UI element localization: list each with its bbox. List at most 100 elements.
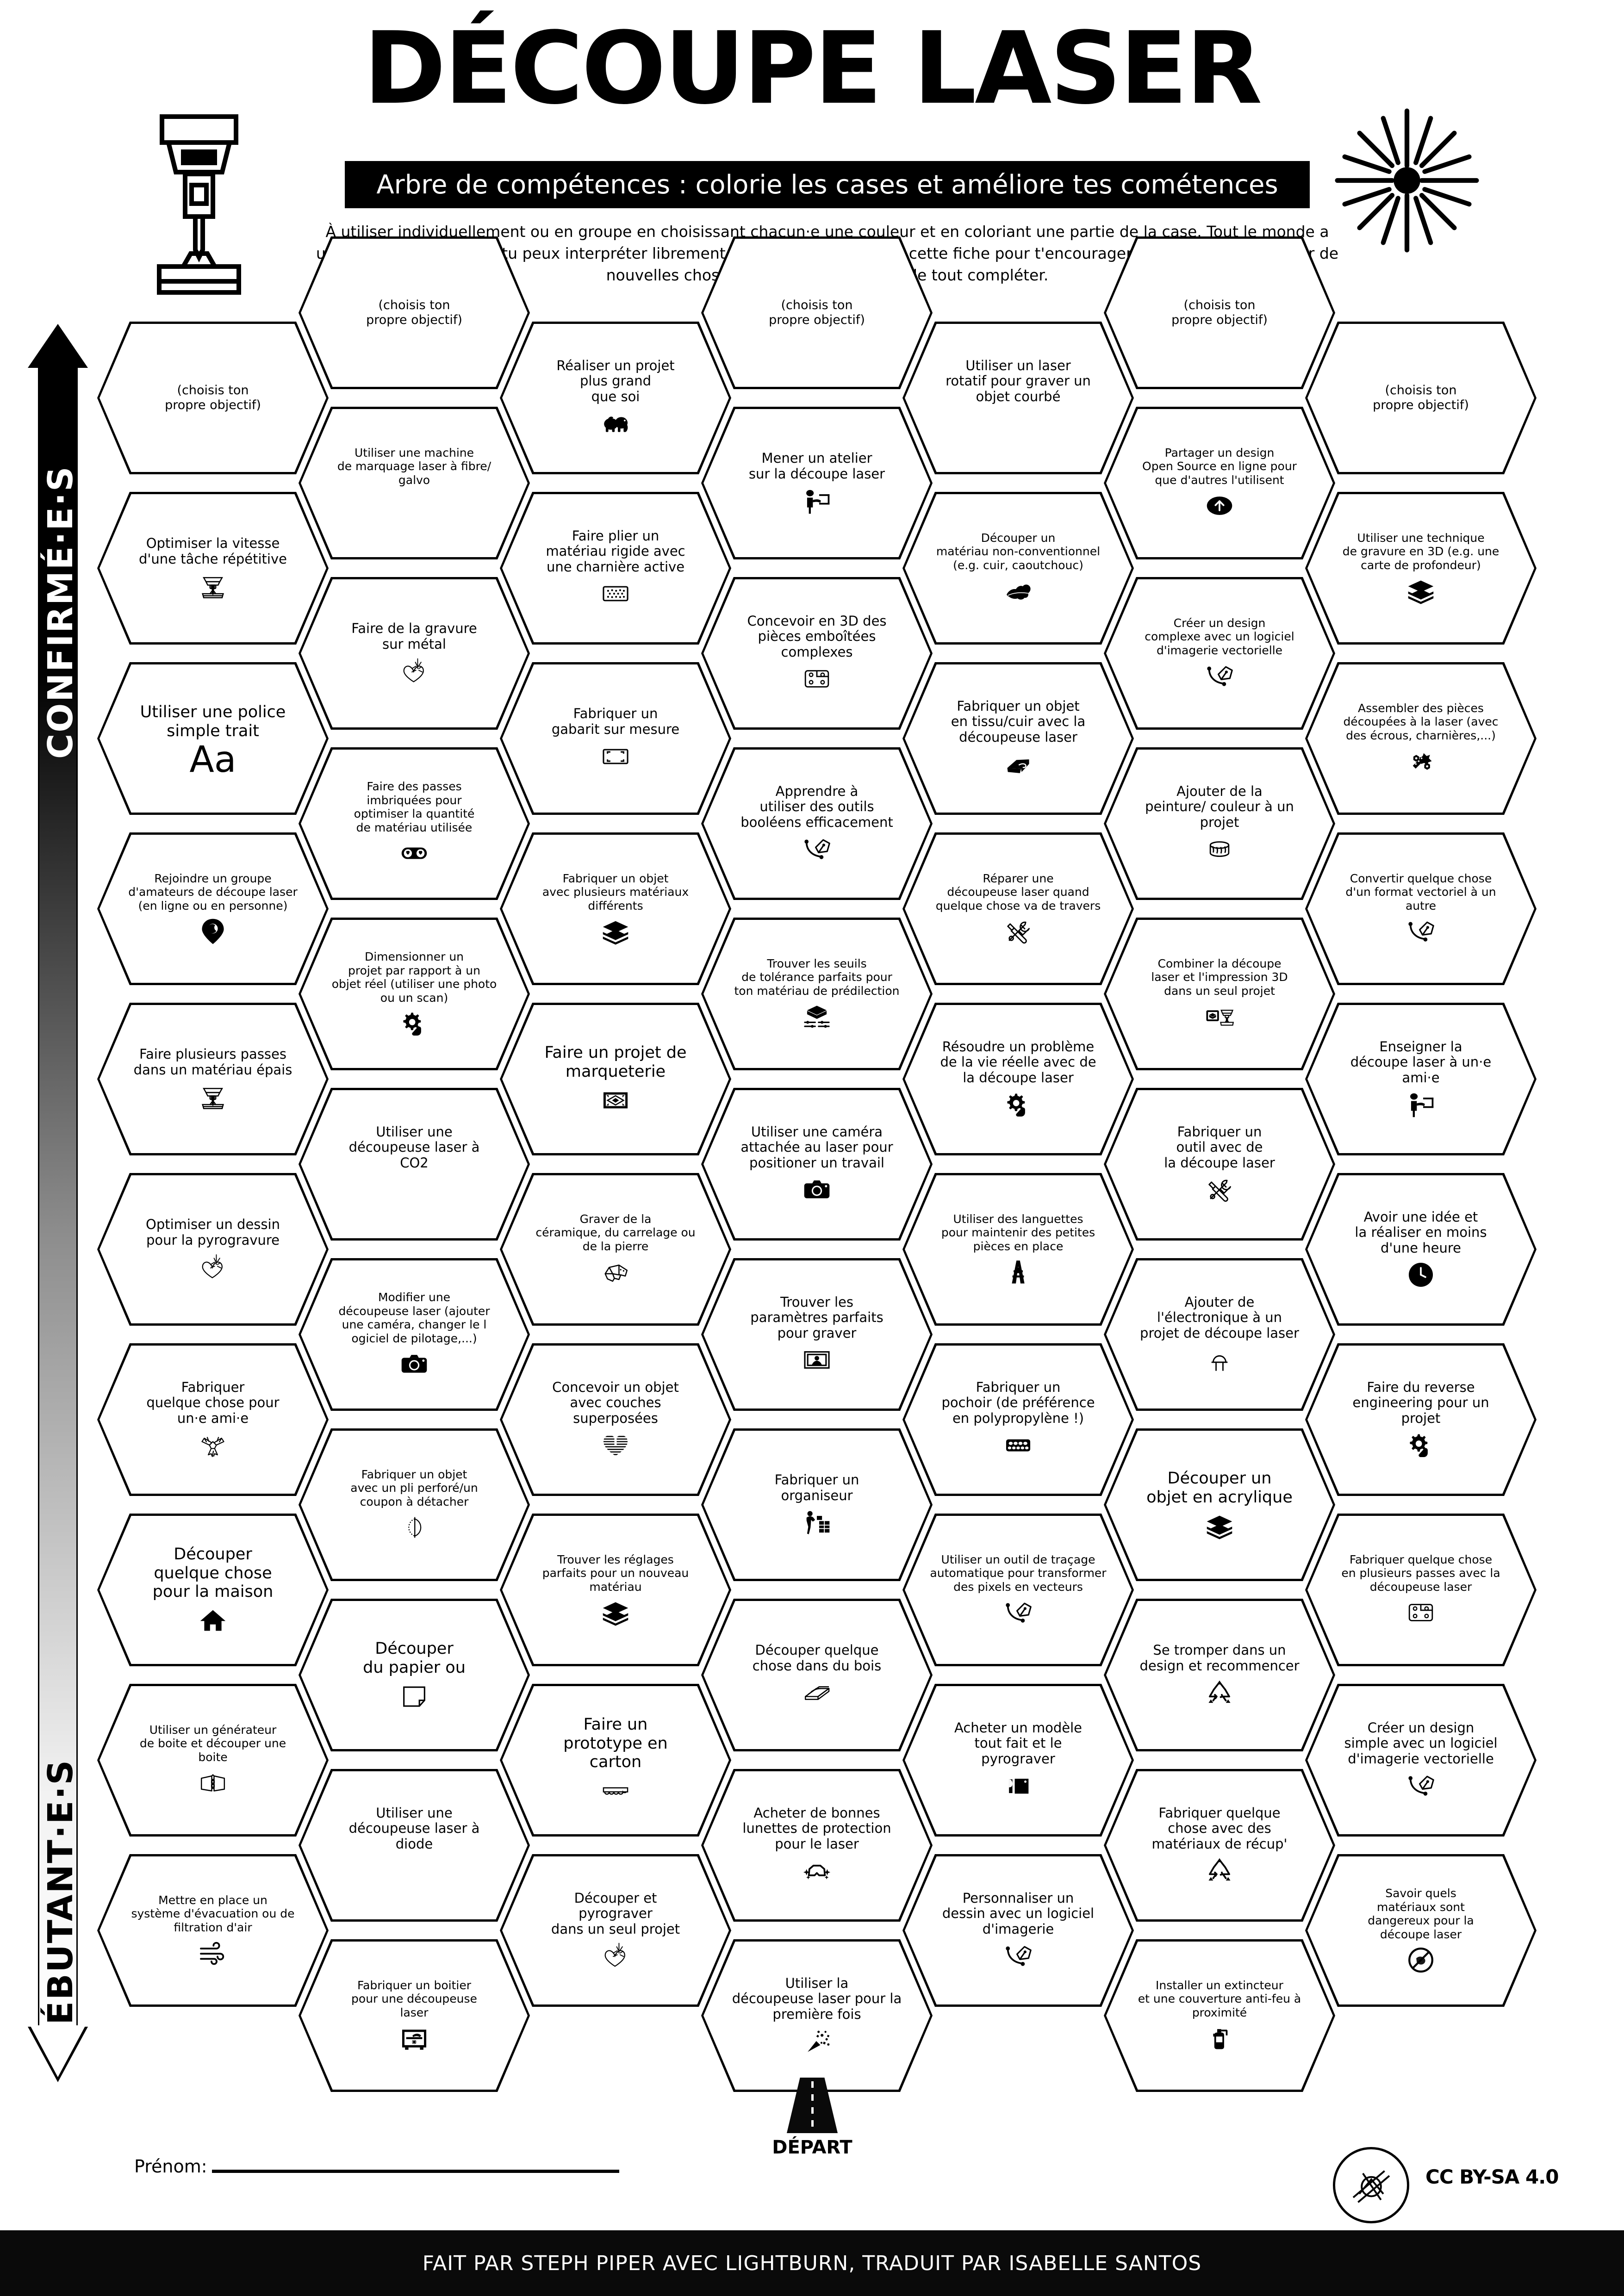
skill-label: Créer un design complexe avec un logiciel… (1145, 616, 1294, 657)
skill-hex[interactable]: Optimiser la vitesse d'une tâche répétiti… (97, 492, 329, 645)
hex-content: Fabriquer un objet avec plusieurs matéria… (524, 872, 707, 946)
skill-hex[interactable]: Fabriquer un objet avec un pli perforé/un… (299, 1428, 530, 1581)
skill-hex[interactable]: Trouver les réglages parfaits pour un nou… (500, 1514, 731, 1666)
skill-hex[interactable]: Faire un projet de marqueterie (500, 1003, 731, 1155)
skill-hex[interactable]: Créer un design simple avec un logiciel d'… (1305, 1684, 1537, 1837)
skill-hex[interactable]: Mener un atelier sur la découpe laser (701, 407, 933, 559)
skill-hex[interactable]: Fabriquer un organiseur (701, 1428, 933, 1581)
skill-hex[interactable]: Réaliser un projet plus grand que soi (500, 322, 731, 474)
hex-fill (1307, 835, 1534, 983)
skill-hex[interactable]: Enseigner la découpe laser à un·e ami·e (1305, 1003, 1537, 1155)
skill-hex[interactable]: Graver de la céramique, du carrelage ou de… (500, 1173, 731, 1326)
skill-label: Fabriquer quelque chose pour un·e ami·e (146, 1379, 280, 1426)
skill-hex[interactable]: Découper un matériau non-conventionnel (e.… (902, 492, 1134, 645)
skill-hex[interactable]: Concevoir un objet avec couches superposée… (500, 1343, 731, 1496)
skill-hex[interactable]: Utiliser une police simple trait Aa (97, 662, 329, 815)
skill-hex[interactable]: Faire de la gravure sur métal (299, 577, 530, 730)
skill-hex[interactable]: Faire un prototype en carton (500, 1684, 731, 1837)
axis-label-confirmed: CONFIRMÉ·E·S (41, 465, 81, 759)
skill-label: Dimensionner un projet par rapport à un ob… (331, 950, 497, 1005)
skill-hex[interactable]: Concevoir en 3D des pièces emboîtées compl… (701, 577, 933, 730)
skill-hex[interactable]: Fabriquer quelque chose en plusieurs pass… (1305, 1514, 1537, 1666)
skill-hex[interactable]: Assembler des pièces découpées à la laser… (1305, 662, 1537, 815)
hex-fill (1307, 1346, 1534, 1494)
skill-hex[interactable]: Acheter un modèle tout fait et le pyrograv… (902, 1684, 1134, 1837)
hex-fill (1106, 239, 1333, 387)
skill-hex[interactable]: Avoir une idée et la réaliser en moins d'u… (1305, 1173, 1537, 1326)
hex-content: Optimiser un dessin pour la pyrogravure (121, 1216, 305, 1281)
skill-hex[interactable]: Mettre en place un système d'évacuation o… (97, 1854, 329, 2007)
striped-heart-icon (601, 1431, 630, 1459)
skill-hex[interactable]: Acheter de bonnes lunettes de protection p… (701, 1769, 933, 1922)
hex-content: Découper quelque chose dans du bois (725, 1642, 908, 1707)
skill-hex[interactable]: Utiliser un générateur de boite et découp… (97, 1684, 329, 1837)
skill-hex[interactable]: Découper et pyrograver dans un seul projet (500, 1854, 731, 2007)
skill-hex[interactable]: Dimensionner un projet par rapport à un ob… (299, 918, 530, 1070)
hex-content: Trouver les paramètres parfaits pour grave… (725, 1294, 908, 1375)
hex-fill (301, 579, 528, 727)
skill-hex[interactable]: Faire plier un matériau rigide avec une ch… (500, 492, 731, 645)
skill-hex[interactable]: Utiliser une machine de marquage laser à … (299, 407, 530, 559)
skill-hex[interactable]: Découper quelque chose dans du bois (701, 1599, 933, 1751)
skill-hex[interactable]: Fabriquer un objet en tissu/cuir avec la d… (902, 662, 1134, 815)
skill-hex[interactable]: Fabriquer un pochoir (de préférence en pol… (902, 1343, 1134, 1496)
skill-hex[interactable]: Fabriquer quelque chose avec des matériaux… (1104, 1769, 1335, 1922)
skill-hex[interactable]: Trouver les seuils de tolérance parfaits … (701, 918, 933, 1070)
skill-hex[interactable]: Résoudre un problème de la vie réelle ave… (902, 1003, 1134, 1155)
skill-hex[interactable]: Faire des passes imbriquées pour optimiser… (299, 747, 530, 900)
skill-hex[interactable]: Utiliser une caméra attachée au laser pou… (701, 1088, 933, 1241)
skill-hex[interactable]: Réparer une découpeuse laser quand quelque… (902, 832, 1134, 985)
skill-hex[interactable]: (choisis ton propre objectif) (299, 236, 530, 389)
hex-content: Optimiser la vitesse d'une tâche répétiti… (121, 535, 305, 600)
skill-hex[interactable]: Créer un design complexe avec un logiciel… (1104, 577, 1335, 730)
skill-hex[interactable]: Rejoindre un groupe d'amateurs de découpe… (97, 832, 329, 985)
skill-hex[interactable]: Apprendre à utiliser des outils booléens e… (701, 747, 933, 900)
skill-hex[interactable]: Faire plusieurs passes dans un matériau é… (97, 1003, 329, 1155)
skill-hex[interactable]: Fabriquer un boitier pour une découpeuse l… (299, 1939, 530, 2092)
skill-hex[interactable]: Ajouter de la peinture/ couleur à un proje… (1104, 747, 1335, 900)
skill-hex[interactable]: Fabriquer un gabarit sur mesure (500, 662, 731, 815)
skill-hex[interactable]: Se tromper dans un design et recommencer (1104, 1599, 1335, 1751)
skill-hex[interactable]: Utiliser une découpeuse laser à CO2 (299, 1088, 530, 1241)
hex-content: Rejoindre un groupe d'amateurs de découpe… (121, 872, 305, 946)
skill-label: Utiliser une machine de marquage laser à … (337, 446, 492, 487)
skill-hex[interactable]: Fabriquer quelque chose pour un·e ami·e (97, 1343, 329, 1496)
skill-hex[interactable]: Optimiser un dessin pour la pyrogravure (97, 1173, 329, 1326)
skill-hex[interactable]: (choisis ton propre objectif) (701, 236, 933, 389)
skill-hex[interactable]: (choisis ton propre objectif) (97, 322, 329, 474)
skill-hex[interactable]: Modifier une découpeuse laser (ajouter une… (299, 1258, 530, 1411)
prenom-input-line[interactable] (212, 2170, 619, 2173)
skill-label: Découper et pyrograver dans un seul projet (551, 1890, 680, 1937)
skill-hex[interactable]: Utiliser un laser rotatif pour graver un o… (902, 322, 1134, 474)
safety-goggles-icon (803, 1856, 831, 1885)
cardboard-icon (601, 1776, 630, 1805)
skill-hex[interactable]: Faire du reverse engineering pour un proje… (1305, 1343, 1537, 1496)
skill-hex[interactable]: Utiliser un outil de traçage automatique … (902, 1514, 1134, 1666)
skill-hex[interactable]: Utiliser la découpeuse laser pour la premi… (701, 1939, 933, 2092)
skill-hex[interactable]: Utiliser une découpeuse laser à diode (299, 1769, 530, 1922)
hex-content: Découper et pyrograver dans un seul projet (524, 1890, 707, 1971)
skill-label: Installer un extincteur et une couverture… (1138, 1978, 1301, 2019)
prenom-field[interactable]: Prénom: (134, 2156, 619, 2177)
skill-hex[interactable]: Personnaliser un dessin avec un logiciel d… (902, 1854, 1134, 2007)
skill-hex[interactable]: Fabriquer un objet avec plusieurs matéria… (500, 832, 731, 985)
skill-hex[interactable]: Savoir quels matériaux sont dangereux pour… (1305, 1854, 1537, 2007)
skill-hex[interactable]: Utiliser une technique de gravure en 3D (… (1305, 492, 1537, 645)
skill-hex[interactable]: Combiner la découpe laser et l'impression… (1104, 918, 1335, 1070)
skill-hex[interactable]: (choisis ton propre objectif) (1104, 236, 1335, 389)
skill-hex[interactable]: Installer un extincteur et une couverture… (1104, 1939, 1335, 2092)
skill-hex[interactable]: Convertir quelque chose d'un format vecto… (1305, 832, 1537, 985)
skill-hex[interactable]: Partager un design Open Source en ligne p… (1104, 407, 1335, 559)
skill-hex[interactable]: Utiliser des languettes pour maintenir de… (902, 1173, 1134, 1326)
skill-label: Faire plier un matériau rigide avec une ch… (546, 527, 685, 575)
skill-hex[interactable]: Découper un objet en acrylique (1104, 1428, 1335, 1581)
page-title: DÉCOUPE LASER (363, 10, 1262, 126)
skill-hex[interactable]: Découper quelque chose pour la maison (97, 1514, 329, 1666)
hex-content: Convertir quelque chose d'un format vecto… (1329, 872, 1512, 946)
skill-hex[interactable]: (choisis ton propre objectif) (1305, 322, 1537, 474)
skill-hex[interactable]: Découper du papier ou (299, 1599, 530, 1751)
skill-hex[interactable]: Ajouter de l'électronique à un projet de d… (1104, 1258, 1335, 1411)
skill-hex[interactable]: Fabriquer un outil avec de la découpe lase… (1104, 1088, 1335, 1241)
skill-hex[interactable]: Trouver les paramètres parfaits pour grave… (701, 1258, 933, 1411)
